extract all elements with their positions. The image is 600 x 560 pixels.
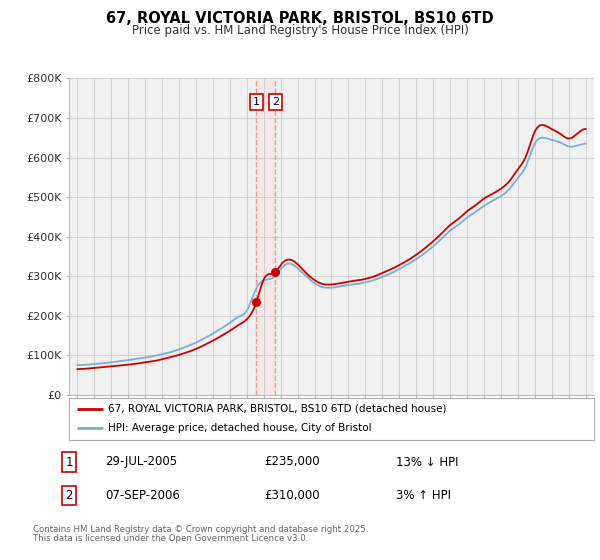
Text: 67, ROYAL VICTORIA PARK, BRISTOL, BS10 6TD: 67, ROYAL VICTORIA PARK, BRISTOL, BS10 6… <box>106 11 494 26</box>
Text: 29-JUL-2005: 29-JUL-2005 <box>105 455 177 469</box>
Text: This data is licensed under the Open Government Licence v3.0.: This data is licensed under the Open Gov… <box>33 534 308 543</box>
Text: £235,000: £235,000 <box>264 455 320 469</box>
Text: HPI: Average price, detached house, City of Bristol: HPI: Average price, detached house, City… <box>109 423 372 433</box>
Text: 2: 2 <box>65 489 73 502</box>
Text: Contains HM Land Registry data © Crown copyright and database right 2025.: Contains HM Land Registry data © Crown c… <box>33 525 368 534</box>
Text: 1: 1 <box>253 97 260 107</box>
Text: 13% ↓ HPI: 13% ↓ HPI <box>396 455 458 469</box>
Text: Price paid vs. HM Land Registry's House Price Index (HPI): Price paid vs. HM Land Registry's House … <box>131 24 469 36</box>
Text: 1: 1 <box>65 455 73 469</box>
Text: 07-SEP-2006: 07-SEP-2006 <box>105 489 180 502</box>
Text: 3% ↑ HPI: 3% ↑ HPI <box>396 489 451 502</box>
Text: £310,000: £310,000 <box>264 489 320 502</box>
Text: 2: 2 <box>272 97 279 107</box>
Text: 67, ROYAL VICTORIA PARK, BRISTOL, BS10 6TD (detached house): 67, ROYAL VICTORIA PARK, BRISTOL, BS10 6… <box>109 404 447 414</box>
Bar <box>256 78 275 395</box>
